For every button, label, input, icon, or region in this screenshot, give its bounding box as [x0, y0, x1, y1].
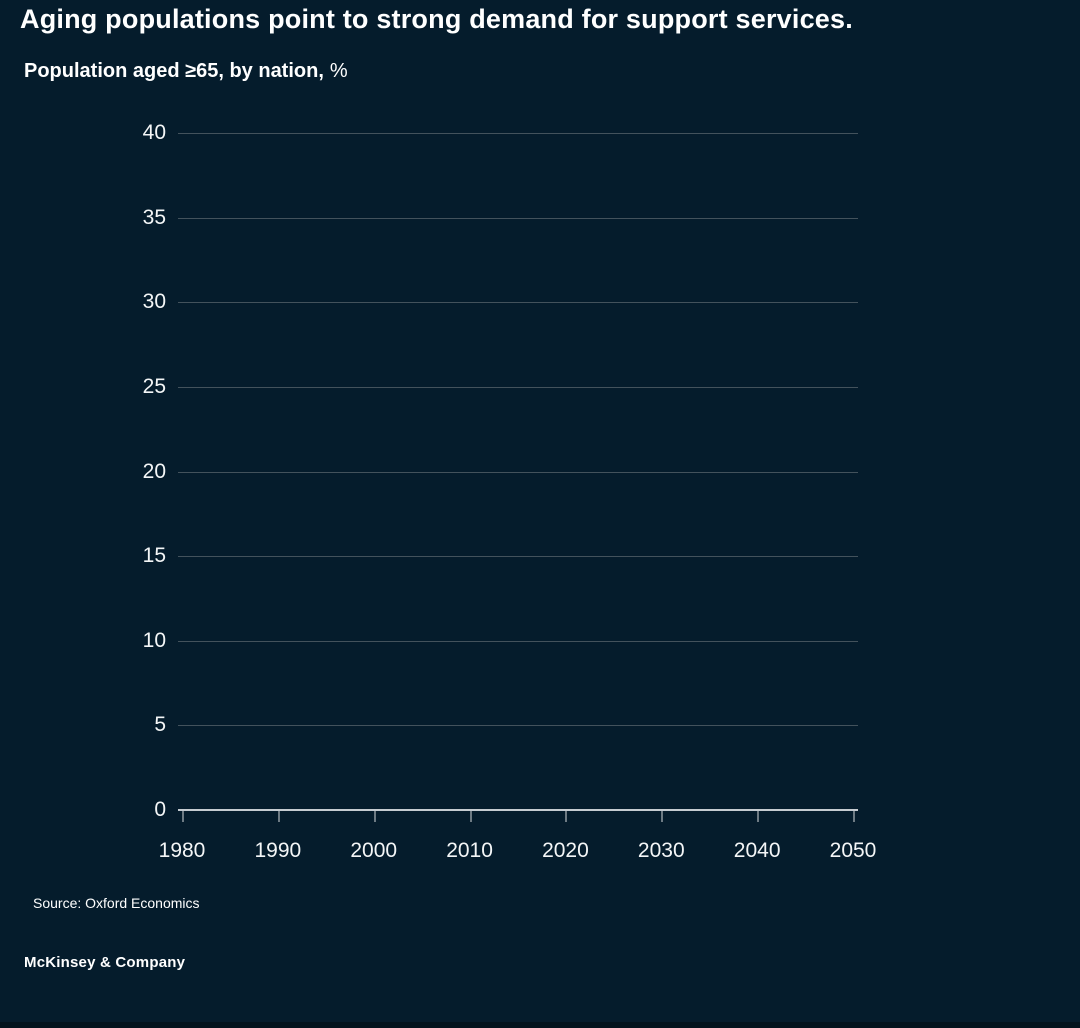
gridline-y-35	[178, 217, 858, 219]
gridline-y-20	[178, 471, 858, 473]
brand-wordmark: McKinsey & Company	[24, 954, 186, 971]
x-axis-tick-2030	[661, 811, 664, 822]
gridline-y-10	[178, 640, 858, 642]
x-axis-tick-2020	[565, 811, 568, 822]
gridline-y-15	[178, 556, 858, 558]
y-tick-label-35: 35	[142, 205, 166, 229]
x-tick-label-2050: 2050	[829, 839, 877, 862]
x-axis-line	[178, 809, 858, 811]
y-tick-label-30: 30	[142, 290, 166, 314]
y-tick-label-40: 40	[142, 121, 166, 144]
source-note: Source: Oxford Economics	[33, 895, 200, 911]
gridline-y-40	[178, 133, 858, 134]
x-tick-label-1980: 1980	[158, 839, 206, 862]
y-tick-label-25: 25	[142, 374, 166, 398]
y-tick-label-0: 0	[154, 798, 166, 821]
x-axis-tick-1980	[182, 811, 184, 822]
y-tick-label-10: 10	[142, 628, 166, 652]
x-tick-label-2040: 2040	[733, 839, 781, 862]
chart-subtitle: Population aged ≥65, by nation,%	[24, 60, 348, 83]
y-tick-label-5: 5	[154, 713, 166, 737]
y-tick-label-20: 20	[142, 459, 166, 483]
x-axis-tick-2040	[757, 811, 760, 822]
bottom-edge-divider	[0, 1022, 1080, 1028]
x-tick-label-1990: 1990	[254, 839, 302, 862]
x-axis-tick-1990	[277, 811, 280, 822]
x-tick-label-2030: 2030	[637, 839, 685, 862]
x-axis-tick-2050	[853, 811, 855, 822]
gridline-y-25	[178, 386, 858, 388]
y-tick-label-15: 15	[142, 544, 166, 568]
chart-subtitle-unit: %	[329, 60, 348, 82]
page-title: Aging populations point to strong demand…	[20, 4, 853, 34]
gridline-y-5	[178, 725, 858, 727]
gridline-y-30	[178, 302, 858, 304]
chart-subtitle-text: Population aged ≥65, by nation,	[24, 60, 324, 82]
x-axis-tick-2010	[469, 811, 472, 822]
x-tick-label-2020: 2020	[542, 839, 589, 862]
x-tick-label-2010: 2010	[446, 839, 493, 862]
x-axis-tick-2000	[373, 811, 376, 822]
x-tick-label-2000: 2000	[350, 839, 398, 862]
